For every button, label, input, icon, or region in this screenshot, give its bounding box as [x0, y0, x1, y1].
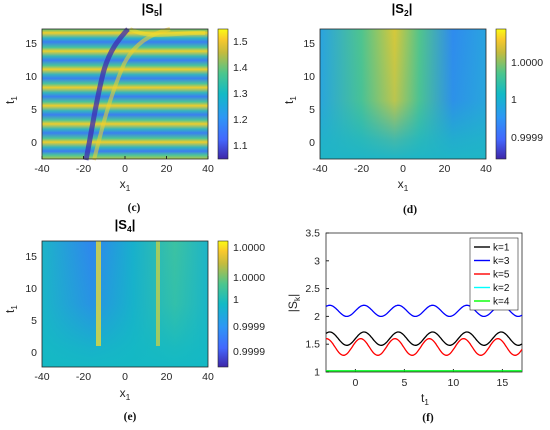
tick-label: 0	[31, 137, 37, 149]
panel-f-xlabel: t1	[421, 391, 429, 407]
tick-label: -20	[354, 163, 369, 175]
tick-label: 3	[314, 255, 320, 267]
tick-label: -40	[312, 163, 327, 175]
panel-c-ylabel: t1	[3, 96, 19, 104]
tick-label: -40	[34, 163, 49, 175]
panel-e-peaks	[96, 241, 160, 346]
tick-label: 15	[25, 38, 37, 50]
panel-f-series	[325, 304, 523, 372]
tick-label: 3.5	[305, 228, 320, 240]
panel-e-xlabel: x1	[120, 386, 131, 402]
tick-label: 15	[25, 251, 37, 263]
tick-label: 0	[31, 347, 37, 359]
legend-label: k=3	[493, 256, 510, 267]
panel-f-ylabel: |Sk|	[286, 294, 302, 313]
tick-label: 10	[25, 283, 37, 295]
panel-d: |S2| -40 -20 0 20 40 0 5 10 15 x1 t1 1.0…	[282, 1, 543, 216]
panel-d-title: |S2|	[392, 1, 413, 18]
tick-label: 0.9999	[233, 346, 265, 358]
tick-label: 1.3	[233, 88, 248, 100]
tick-label: 40	[202, 371, 214, 383]
tick-label: 10	[448, 377, 460, 389]
panel-c-colorbar-ticks: 1.5 1.4 1.3 1.2 1.1	[233, 36, 248, 152]
panel-c-colorbar	[217, 28, 229, 160]
tick-label: 0.9999	[511, 132, 543, 144]
legend-label: k=5	[493, 270, 510, 281]
tick-label: 0	[352, 377, 358, 389]
panel-c: |S5| -40 -20 0 20 40 0 5 10 15 x1 t1 1.5	[3, 1, 248, 214]
tick-label: 1	[511, 94, 517, 106]
tick-label: 15	[497, 377, 509, 389]
panel-d-caption: (d)	[403, 204, 417, 216]
panel-d-colorbar	[495, 28, 507, 160]
series-line-k-3	[325, 304, 523, 318]
tick-label: 1.2	[233, 114, 248, 126]
panel-c-xticks: -40 -20 0 20 40	[34, 156, 214, 175]
panel-e-colorbar	[217, 240, 229, 368]
panel-e-colorbar-ticks: 1.0000 1.0000 1 0.9999 0.9999	[233, 242, 265, 358]
tick-label: 2.5	[305, 283, 320, 295]
panel-e-yticks: 0 5 10 15	[25, 251, 37, 359]
tick-label: 5	[31, 315, 37, 327]
tick-label: -20	[76, 371, 91, 383]
tick-label: 20	[161, 163, 173, 175]
panel-f-yticklabels: 1 1.5 2 2.5 3 3.5	[305, 228, 320, 379]
panel-c-title: |S5|	[142, 1, 163, 18]
panel-f-xticklabels: 0 5 10 15	[352, 377, 508, 389]
tick-label: 2	[314, 311, 320, 323]
tick-label: 1	[233, 294, 239, 306]
tick-label: 0	[122, 371, 128, 383]
tick-label: 0	[400, 163, 406, 175]
panel-e: |S4| -40 -20 0 20 40 0 5 10 15 x1 t1 1.0…	[3, 217, 265, 423]
tick-label: 20	[161, 371, 173, 383]
panel-c-yticks: 0 5 10 15	[25, 38, 37, 149]
panel-e-title: |S4|	[115, 217, 136, 234]
tick-label: 1	[314, 367, 320, 379]
tick-label: 0	[122, 163, 128, 175]
tick-label: 5	[401, 377, 407, 389]
panel-d-ylabel: t1	[282, 96, 298, 104]
tick-label: 5	[309, 104, 315, 116]
tick-label: 1.0000	[233, 242, 265, 254]
tick-label: 10	[25, 71, 37, 83]
tick-label: 1.5	[305, 339, 320, 351]
panel-c-caption: (c)	[128, 202, 141, 214]
tick-label: 40	[202, 163, 214, 175]
tick-label: -40	[34, 371, 49, 383]
panel-d-xticks: -40 -20 0 20 40	[312, 163, 492, 175]
panel-e-caption: (e)	[124, 411, 137, 423]
panel-c-heatmap	[42, 29, 208, 159]
tick-label: 1.1	[233, 140, 248, 152]
tick-label: 20	[439, 163, 451, 175]
panel-d-colorbar-ticks: 1.0000 1 0.9999	[511, 57, 543, 144]
tick-label: 1.0000	[511, 57, 543, 69]
tick-label: 15	[303, 38, 315, 50]
tick-label: 5	[31, 104, 37, 116]
series-line-k-1	[325, 331, 523, 346]
tick-label: 0	[309, 137, 315, 149]
legend-label: k=2	[493, 283, 510, 294]
panel-c-xlabel: x1	[120, 177, 131, 193]
panel-e-xticks: -40 -20 0 20 40	[34, 371, 214, 383]
panel-c-soliton-trace	[83, 27, 206, 161]
panel-f-legend: k=1 k=3 k=5 k=2 k=4	[469, 237, 519, 311]
tick-label: 1.0000	[233, 272, 265, 284]
tick-label: 1.5	[233, 36, 248, 48]
tick-label: 1.4	[233, 62, 248, 74]
panel-d-yticks: 0 5 10 15	[303, 38, 315, 149]
tick-label: 40	[480, 163, 492, 175]
panel-f-caption: (f)	[422, 412, 434, 424]
panel-e-ylabel: t1	[3, 305, 19, 313]
legend-label: k=4	[493, 297, 510, 308]
tick-label: 10	[303, 71, 315, 83]
legend-label: k=1	[493, 243, 510, 254]
panel-f: 0 5 10 15 1 1.5 2 2.5 3 3.5 k=1 k=3 k=5 k=2…	[286, 228, 523, 424]
series-line-k-5	[326, 338, 523, 356]
tick-label: -20	[76, 163, 91, 175]
panel-d-xlabel: x1	[398, 177, 409, 193]
tick-label: 0.9999	[233, 321, 265, 333]
